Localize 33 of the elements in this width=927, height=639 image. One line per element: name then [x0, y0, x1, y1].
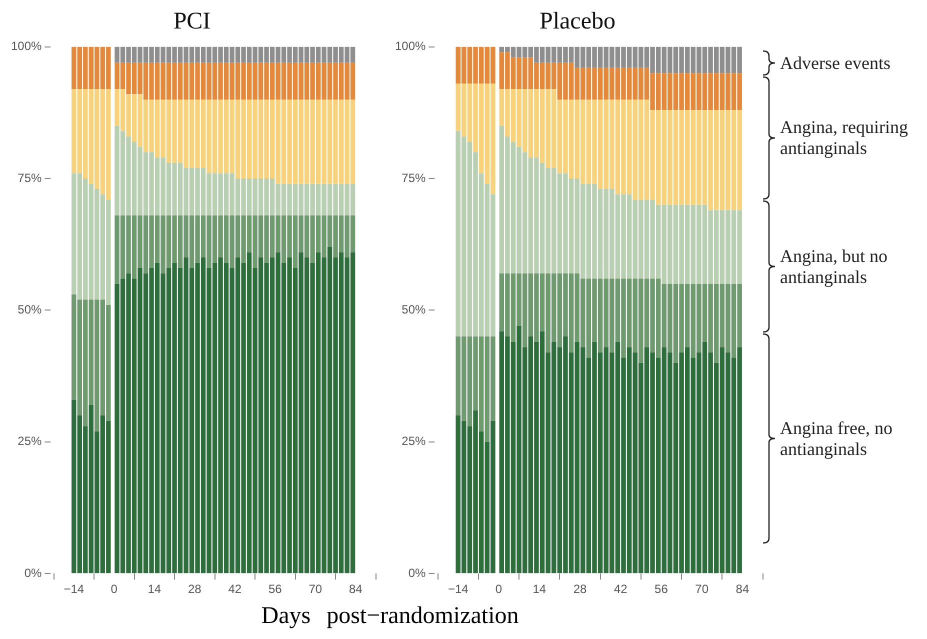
y-tick-label: 50%	[402, 302, 426, 317]
text: Angina, but no antianginals	[780, 246, 888, 288]
y-tick-label: 50%	[18, 302, 42, 317]
y-tick-label: 25%	[18, 434, 42, 448]
x-tick-label: 56	[654, 582, 668, 596]
y-tick-label: 75%	[402, 170, 426, 185]
chart-title: PCI	[173, 8, 211, 35]
x-tick-label: 42	[228, 582, 242, 596]
x-tick-label: −14	[448, 582, 469, 596]
text: Angina free, no antianginals	[780, 418, 894, 460]
y-tick-label: 0%	[24, 566, 42, 580]
x-tick-label: 84	[348, 582, 363, 596]
text: Angina, requiring antianginals	[780, 117, 909, 159]
x-tick-label: 84	[736, 582, 750, 596]
chart-title: Placebo	[540, 8, 616, 35]
y-tick-label: 100%	[10, 39, 42, 54]
x-tick-label: 14	[148, 582, 162, 596]
x-tick-label: 70	[308, 582, 322, 596]
text: Adverse events	[780, 52, 890, 74]
x-tick-label: 42	[614, 582, 628, 596]
x-tick-label: 0	[110, 582, 118, 596]
x-tick-label: 70	[695, 582, 709, 596]
y-tick-label: 100%	[394, 39, 426, 54]
x-tick-label: 14	[532, 582, 546, 596]
x-tick-label: 56	[268, 582, 282, 596]
y-tick-label: 0%	[408, 566, 426, 580]
y-tick-label: 75%	[18, 170, 42, 185]
y-tick-label: 25%	[402, 434, 426, 448]
x-tick-label: 28	[573, 582, 587, 596]
x-tick-label: 28	[188, 582, 202, 596]
x-tick-label: 0	[495, 582, 502, 596]
x-tick-label: −14	[64, 582, 84, 596]
x-axis-title: Days post−randomization	[260, 603, 520, 630]
